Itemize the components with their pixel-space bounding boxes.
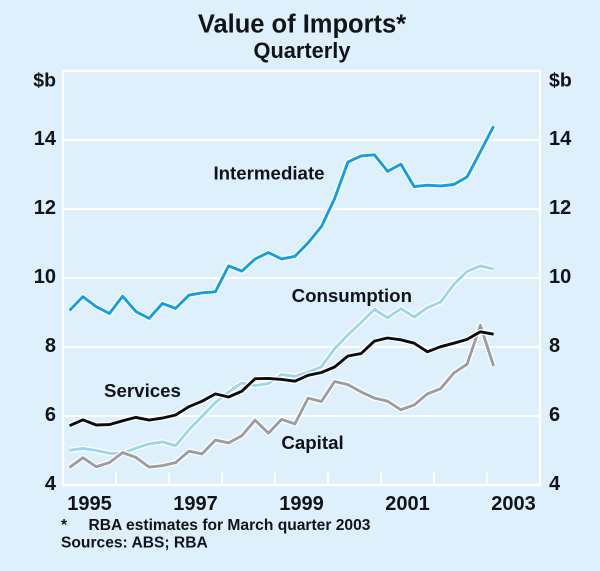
svg-text:4: 4: [45, 473, 57, 495]
svg-text:1995: 1995: [67, 493, 112, 515]
svg-text:*: *: [61, 517, 68, 534]
svg-text:2001: 2001: [385, 493, 430, 515]
svg-text:$b: $b: [549, 70, 572, 92]
svg-text:Intermediate: Intermediate: [213, 163, 324, 184]
svg-text:2003: 2003: [491, 493, 536, 515]
svg-text:Value of Imports*: Value of Imports*: [198, 11, 406, 39]
svg-text:6: 6: [45, 404, 56, 426]
svg-text:14: 14: [34, 128, 57, 150]
svg-text:1999: 1999: [279, 493, 324, 515]
svg-text:14: 14: [549, 128, 572, 150]
svg-text:Quarterly: Quarterly: [254, 38, 351, 63]
svg-text:6: 6: [549, 404, 560, 426]
svg-text:Consumption: Consumption: [292, 285, 412, 306]
svg-text:8: 8: [45, 335, 56, 357]
svg-text:8: 8: [549, 335, 560, 357]
svg-text:10: 10: [549, 266, 571, 288]
svg-text:12: 12: [549, 197, 571, 219]
svg-text:Services: Services: [104, 380, 181, 401]
svg-text:12: 12: [34, 197, 56, 219]
svg-text:Capital: Capital: [281, 432, 343, 453]
svg-text:4: 4: [549, 473, 561, 495]
svg-text:$b: $b: [33, 70, 56, 92]
svg-text:10: 10: [34, 266, 56, 288]
svg-text:1997: 1997: [173, 493, 218, 515]
svg-text:RBA estimates for March quarte: RBA estimates for March quarter 2003: [89, 517, 371, 534]
svg-text:Sources: ABS; RBA: Sources: ABS; RBA: [61, 535, 208, 552]
